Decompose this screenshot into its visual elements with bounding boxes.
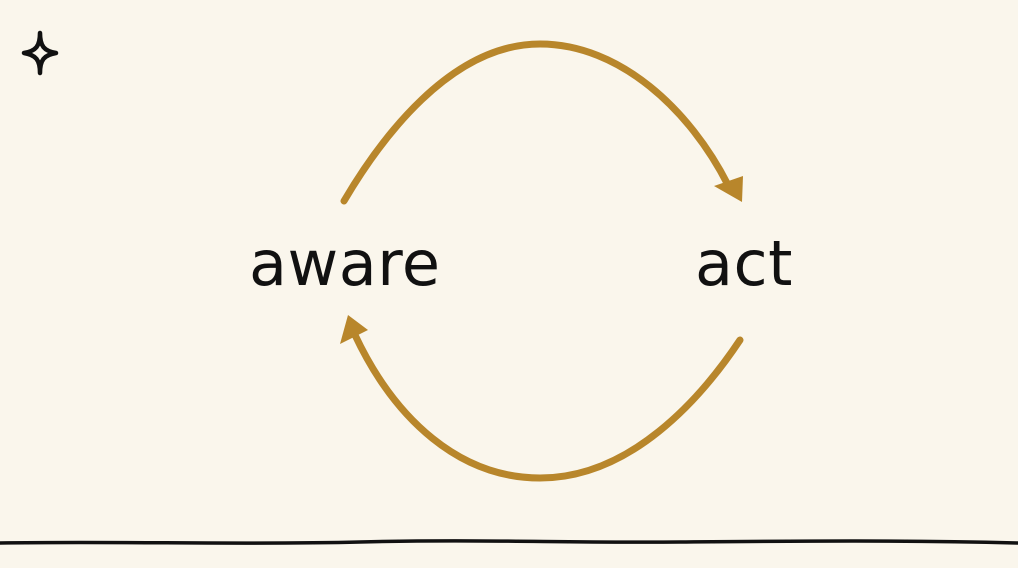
- bottom-divider-line: [0, 539, 1018, 545]
- edge-aware-to-act: [340, 40, 732, 205]
- node-label-aware: aware: [249, 227, 441, 300]
- arrowhead-to-act: [714, 176, 743, 202]
- node-label-act: act: [695, 227, 793, 300]
- arrowhead-to-aware: [340, 315, 368, 344]
- edge-act-to-aware: [351, 331, 744, 482]
- sparkle-icon: [21, 30, 59, 76]
